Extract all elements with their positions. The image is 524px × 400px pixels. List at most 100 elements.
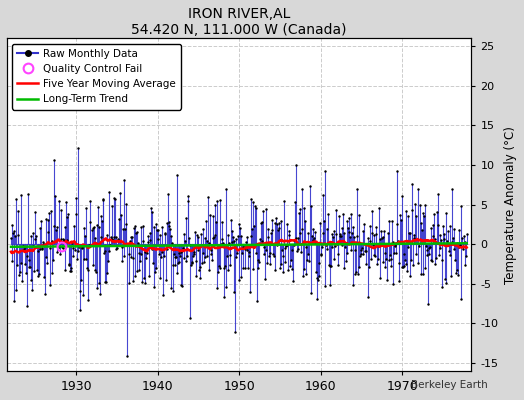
Point: [283, 242, 292, 249]
Point: [427, 225, 435, 232]
Point: [143, 250, 151, 257]
Point: [204, 267, 213, 273]
Point: [216, 197, 224, 204]
Point: [69, 245, 77, 251]
Point: [419, 210, 428, 216]
Point: [455, 244, 463, 251]
Point: [158, 248, 166, 255]
Point: [181, 238, 189, 244]
Point: [89, 224, 97, 231]
Point: [435, 245, 444, 251]
Point: [196, 264, 205, 270]
Point: [279, 253, 288, 259]
Point: [436, 232, 444, 238]
Point: [264, 225, 272, 232]
Point: [456, 296, 465, 302]
Point: [145, 273, 153, 279]
Point: [178, 283, 187, 290]
Point: [336, 231, 345, 237]
Point: [57, 236, 66, 242]
Point: [145, 237, 154, 243]
Point: [420, 265, 429, 271]
Point: [356, 247, 365, 253]
Point: [162, 277, 170, 283]
Point: [383, 277, 391, 283]
Point: [450, 245, 458, 252]
Point: [431, 261, 440, 267]
Point: [268, 227, 276, 234]
Point: [406, 272, 414, 279]
Point: [183, 198, 192, 204]
Point: [269, 250, 277, 257]
Point: [237, 232, 245, 239]
Point: [285, 232, 293, 238]
Point: [413, 260, 422, 266]
Point: [165, 218, 173, 225]
Point: [201, 235, 210, 241]
Point: [133, 229, 141, 235]
Point: [241, 246, 249, 252]
Point: [137, 250, 146, 257]
Point: [284, 267, 292, 273]
Point: [106, 242, 114, 248]
Point: [120, 252, 128, 259]
Point: [52, 249, 61, 255]
Point: [232, 236, 241, 242]
Point: [310, 239, 319, 246]
Point: [452, 270, 460, 276]
Point: [300, 265, 308, 272]
Point: [374, 243, 382, 249]
Point: [198, 260, 206, 266]
Point: [413, 236, 421, 243]
Point: [374, 255, 383, 262]
Point: [114, 236, 122, 242]
Point: [452, 267, 461, 274]
Point: [122, 200, 130, 207]
Point: [458, 235, 466, 242]
Point: [271, 220, 279, 226]
Point: [255, 258, 263, 265]
Point: [354, 271, 362, 277]
Point: [411, 201, 419, 207]
Point: [53, 244, 62, 250]
Point: [340, 230, 348, 236]
Point: [243, 247, 252, 254]
Point: [439, 223, 447, 230]
Point: [288, 247, 297, 254]
Point: [358, 251, 367, 257]
Point: [406, 230, 414, 236]
Point: [351, 271, 359, 277]
Point: [313, 296, 322, 302]
Point: [66, 268, 74, 274]
Point: [381, 256, 390, 262]
Point: [63, 237, 72, 243]
Point: [113, 244, 121, 251]
Point: [318, 244, 326, 250]
Point: [337, 242, 346, 248]
Point: [339, 224, 347, 231]
Point: [356, 252, 364, 259]
Point: [262, 206, 270, 212]
Point: [362, 247, 370, 254]
Point: [217, 240, 225, 247]
Point: [55, 198, 63, 205]
Point: [388, 281, 397, 287]
Point: [448, 239, 456, 245]
Point: [321, 283, 330, 289]
Point: [210, 234, 219, 241]
Point: [447, 273, 455, 279]
Point: [434, 222, 442, 228]
Point: [223, 267, 232, 274]
Point: [316, 251, 325, 257]
Point: [245, 253, 253, 259]
Point: [446, 223, 455, 230]
Point: [250, 202, 259, 209]
Point: [61, 224, 70, 230]
Point: [81, 233, 89, 239]
Point: [300, 205, 309, 212]
Point: [247, 233, 256, 240]
Point: [260, 244, 268, 251]
Point: [23, 303, 31, 309]
Point: [36, 225, 45, 232]
Point: [289, 278, 297, 284]
